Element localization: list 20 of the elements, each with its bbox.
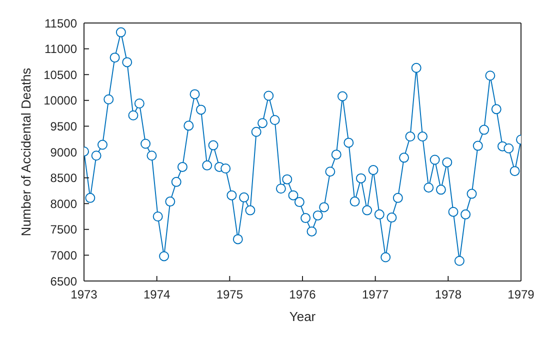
x-tick-label: 1978: [434, 288, 462, 302]
x-tick-label: 1977: [362, 288, 390, 302]
x-axis-title: Year: [289, 309, 316, 324]
y-tick-label: 7000: [50, 248, 78, 262]
y-tick-label: 9500: [50, 119, 78, 134]
x-tick-label: 1979: [508, 288, 535, 302]
x-tick-label: 1974: [143, 288, 171, 302]
y-tick-label: 6500: [50, 274, 78, 288]
y-tick-label: 8000: [50, 196, 78, 211]
y-tick-label: 11500: [44, 16, 78, 30]
y-axis-title: Number of Accidental Deaths: [18, 67, 34, 236]
y-tick-label: 7500: [50, 222, 78, 237]
y-tick-label: 8500: [50, 171, 78, 186]
y-tick-label: 9000: [50, 145, 78, 160]
x-tick-label: 1976: [289, 288, 316, 302]
x-tick-label: 1973: [70, 288, 98, 302]
y-tick-label: 10500: [44, 68, 78, 82]
x-tick-label: 1975: [216, 288, 244, 302]
y-tick-label: 11000: [44, 42, 78, 56]
y-tick-label: 10000: [44, 94, 78, 108]
